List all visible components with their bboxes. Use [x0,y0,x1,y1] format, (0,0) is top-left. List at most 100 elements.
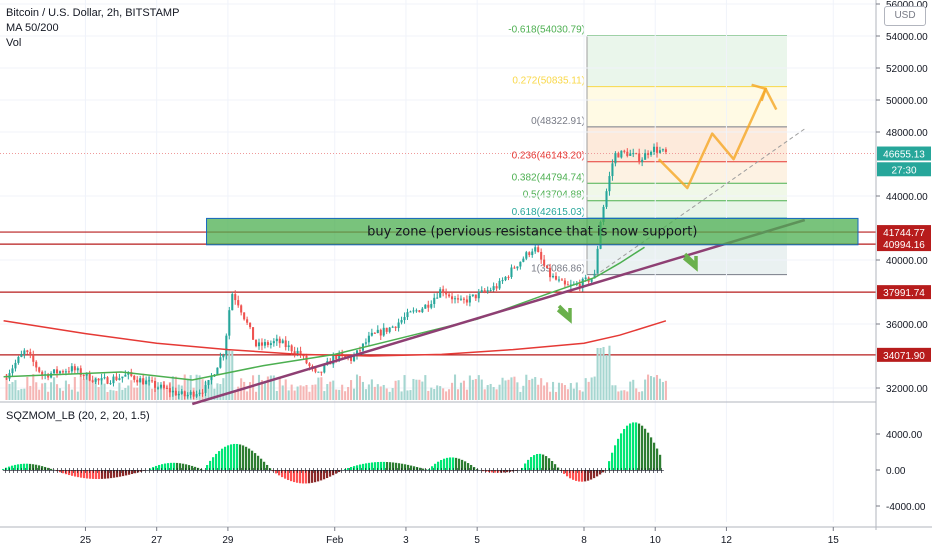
squeeze-dot: + [366,466,373,475]
candle-body [103,377,106,379]
candle-body [153,380,157,388]
candle-body [263,342,266,346]
volume-bar [370,379,373,400]
candle-body [477,291,480,299]
price-tick-label: 40000.00 [886,256,928,267]
volume-bar [231,350,234,400]
squeeze-dot: + [34,466,41,475]
green-arrow-shaft [557,304,571,318]
momentum-bar [179,463,182,470]
momentum-bar [341,470,344,471]
volume-bar [430,387,433,400]
candle-body [534,247,537,252]
candle-body [510,267,513,278]
volume-bar [347,387,350,400]
momentum-bar [575,470,578,481]
volume-bar [602,346,605,400]
candle-body [32,355,35,362]
squeeze-dot: + [430,466,437,475]
squeeze-dot: + [614,466,621,475]
candle-body [115,376,118,380]
momentum-bar [608,461,611,470]
momentum-bar [416,467,419,470]
squeeze-dot: + [486,466,493,475]
squeeze-dot: + [358,466,365,475]
candle-body [97,378,100,381]
candle-body [70,366,73,372]
momentum-bar [329,470,332,477]
ma-legend[interactable]: MA 50/200 [6,22,59,34]
candle-body [47,374,50,378]
candle-body [480,290,483,292]
squeeze-dot: + [150,466,157,475]
squeeze-dot: + [354,466,361,475]
currency-button[interactable]: USD [884,6,926,26]
volume-bar [269,375,272,400]
volume-bar [543,385,546,400]
volume-bar [162,381,165,400]
volume-bar [305,384,308,400]
candle-body [578,283,581,288]
volume-legend[interactable]: Vol [6,37,22,49]
squeeze-dot: + [578,466,585,475]
volume-bar [522,385,525,400]
indicator-legend[interactable]: SQZMOM_LB (20, 2, 20, 1.5) [6,410,150,422]
symbol-title[interactable]: Bitcoin / U.S. Dollar, 2h, BITSTAMP [6,7,180,19]
squeeze-dot: + [454,466,461,475]
squeeze-dot: + [94,466,101,475]
momentum-bar [263,461,266,470]
volume-bar [73,377,76,400]
squeeze-dot: + [478,466,485,475]
momentum-bar [56,470,59,472]
volume-bar [332,380,335,400]
volume-bar [103,383,106,400]
candle-body [504,276,507,281]
candle-body [225,335,228,355]
indicator-tick-label: 4000.00 [886,430,923,441]
volume-bar [652,377,656,400]
momentum-bar [446,457,449,470]
squeeze-dot: + [106,466,113,475]
squeeze-dot: + [334,466,341,475]
fib-level-label: 0(48322.91) [531,116,585,127]
volume-bar [222,378,225,400]
volume-bar [317,377,320,400]
momentum-bar [470,464,473,470]
momentum-bar [320,470,323,481]
volume-bar [17,390,20,400]
volume-bar [409,390,412,400]
volume-bar [11,382,14,400]
candle-body [623,150,626,152]
volume-bar [442,388,445,400]
volume-bar [41,383,44,400]
momentum-bar [497,470,500,473]
squeeze-dot: + [26,466,33,475]
candle-body [614,153,617,164]
momentum-bar [368,462,371,470]
candle-body [391,326,394,328]
volume-bar [26,376,29,400]
momentum-bar [173,462,176,470]
volume-bar [638,391,641,400]
squeeze-dot: + [182,466,189,475]
candle-body [462,298,465,300]
volume-bar [344,391,347,400]
candle-body [593,273,596,279]
momentum-bar [659,454,662,470]
momentum-bar [83,470,86,479]
squeeze-dot: + [598,466,605,475]
fib-zone [587,35,787,87]
candle-body [302,355,305,357]
volume-bar [453,374,457,400]
volume-bar [139,379,142,400]
candle-body [61,371,65,373]
momentum-bar [392,462,395,470]
candle-body [85,372,88,376]
squeeze-dot: + [238,466,245,475]
squeeze-dot: + [498,466,505,475]
volume-bar [471,379,474,400]
volume-bar [266,376,269,400]
momentum-bar [332,470,335,476]
candle-body [195,394,198,397]
